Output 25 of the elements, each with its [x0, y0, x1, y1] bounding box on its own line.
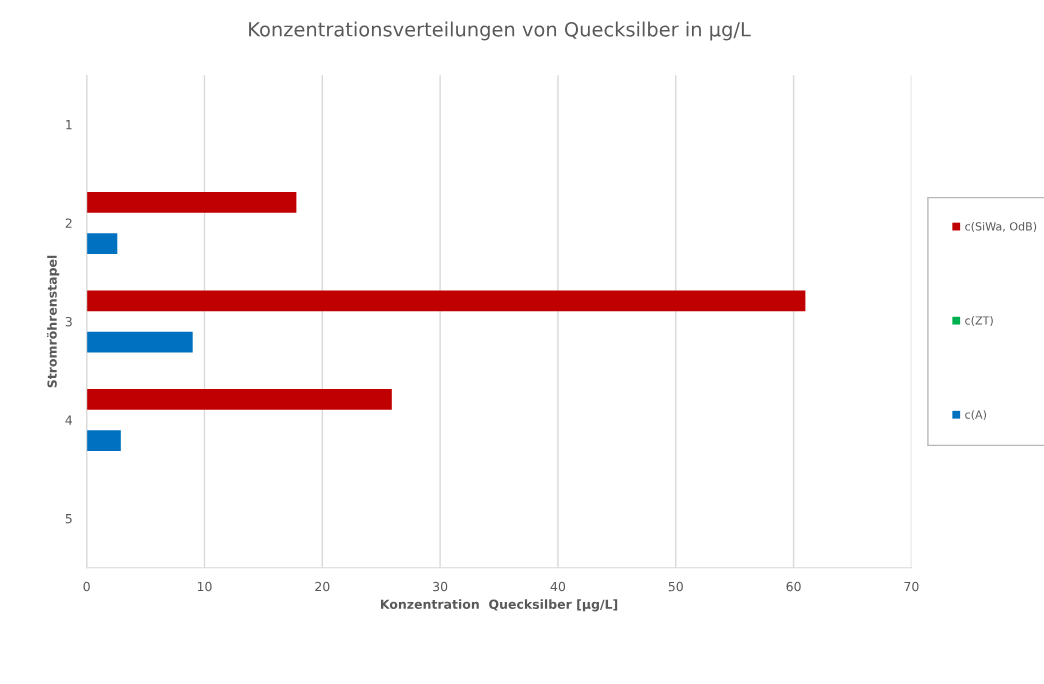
bar	[86, 430, 121, 451]
y-tick-label: 2	[65, 218, 72, 228]
x-tick-label: 10	[197, 581, 212, 592]
bar	[86, 233, 118, 255]
x-tick-label: 0	[83, 581, 90, 592]
bar	[86, 331, 193, 353]
bar	[86, 290, 806, 312]
x-tick-label: 30	[433, 581, 448, 592]
y-tick-label: 3	[65, 316, 72, 327]
legend-label: c(ZT)	[965, 316, 993, 327]
x-tick-label: 50	[668, 581, 683, 592]
x-axis-title: Konzentration Quecksilber [µg/L]	[380, 599, 618, 612]
x-tick-label: 70	[904, 581, 919, 592]
chart-title: Konzentrationsverteilungen von Quecksilber in µg/L	[249, 21, 751, 41]
y-tick-label: 5	[65, 514, 72, 524]
bar	[86, 191, 297, 213]
legend-label: c(SiWa, OdB)	[965, 222, 1037, 232]
legend-label: c(A)	[965, 410, 986, 421]
y-axis-title: Stromröhrenstapel	[46, 255, 60, 388]
bar	[86, 388, 392, 410]
x-tick-label: 60	[786, 581, 801, 592]
y-tick-label: 4	[65, 415, 73, 425]
y-tick-label: 1	[66, 120, 72, 130]
x-tick-label: 40	[550, 581, 566, 592]
x-tick-label: 20	[315, 581, 330, 592]
